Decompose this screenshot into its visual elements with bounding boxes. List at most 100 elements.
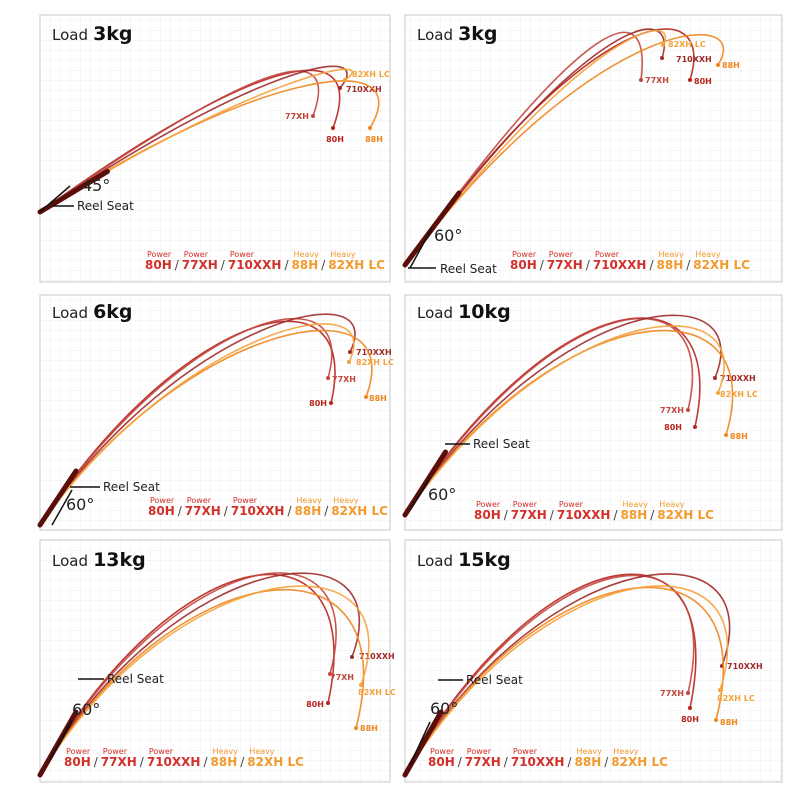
legend-category: Power: [66, 747, 91, 756]
panel-title: Load 3kg: [417, 23, 498, 45]
rod-tip: [718, 688, 722, 692]
rod-tip: [350, 655, 354, 659]
panel: Load 3kg 80H 77XH 710XXH 88H 82XH LC 60° Reel S…: [402, 14, 783, 283]
legend-separator: /: [458, 755, 463, 769]
angle-label: 60°: [428, 485, 456, 504]
panel-title: Load 3kg: [52, 23, 133, 45]
panel-background: [39, 14, 391, 283]
rod-tip: [368, 126, 372, 130]
rod-curve: [39, 589, 365, 776]
legend-model: 77XH: [185, 504, 221, 518]
legend-category: Power: [467, 747, 492, 756]
legend-model: 88H: [657, 258, 684, 272]
load-value: 15kg: [458, 549, 511, 571]
angle-label: 60°: [434, 226, 462, 245]
legend-category: Power: [147, 250, 172, 259]
legend-model: 710XXH: [511, 755, 565, 769]
legend-category: Heavy: [623, 500, 649, 509]
legend-model: 88H: [575, 755, 602, 769]
curve-label: 80H: [681, 715, 699, 724]
rod-curve: [404, 585, 729, 776]
legend-category: Heavy: [249, 747, 275, 756]
panel-title: Load 6kg: [52, 301, 133, 323]
rod-butt: [402, 449, 448, 518]
legend-model: 88H: [295, 504, 322, 518]
rod-tip: [716, 63, 720, 67]
legend-separator: /: [586, 258, 591, 272]
load-label: Load: [417, 304, 453, 322]
load-label: Load: [417, 552, 453, 570]
rod-curve: [39, 70, 320, 213]
angle-label: 45°: [82, 176, 110, 195]
legend-category: Power: [233, 496, 258, 505]
load-value: 6kg: [93, 301, 132, 323]
legend-category: Power: [430, 747, 455, 756]
curve-label: 88H: [730, 432, 748, 441]
legend-separator: /: [567, 755, 572, 769]
rod-curve: [39, 572, 337, 776]
rod-tip: [329, 401, 333, 405]
legend-model: 710XXH: [147, 755, 201, 769]
curve-label: 80H: [326, 135, 344, 144]
rod-tip: [347, 360, 351, 364]
legend-separator: /: [221, 258, 226, 272]
reel-seat-label: Reel Seat: [77, 199, 134, 213]
legend-model: 80H: [145, 258, 172, 272]
rod-tip: [714, 718, 718, 722]
rod-tip: [326, 701, 330, 705]
rod-tip: [338, 86, 342, 90]
rod-curve: [39, 313, 356, 526]
curve-label: 88H: [369, 394, 387, 403]
legend-category: Power: [595, 250, 620, 259]
rod-tip: [724, 433, 728, 437]
angle-line: [409, 721, 431, 766]
legend-category: Power: [103, 747, 128, 756]
legend-category: Power: [150, 496, 175, 505]
curve-label: 710XXH: [346, 85, 382, 94]
curve-label: 88H: [720, 718, 738, 727]
legend-separator: /: [550, 508, 555, 522]
legend-model: 77XH: [101, 755, 137, 769]
load-value: 10kg: [458, 301, 511, 323]
rod-curve: [39, 68, 353, 213]
legend-model: 80H: [148, 504, 175, 518]
rod-tip: [693, 425, 697, 429]
load-label: Load: [52, 552, 88, 570]
rod-tip: [343, 78, 347, 82]
curve-label: 80H: [309, 399, 327, 408]
legend-category: Heavy: [613, 747, 639, 756]
reel-seat-label: Reel Seat: [440, 262, 497, 276]
legend-category: Heavy: [577, 747, 603, 756]
curve-label: 710XXH: [676, 55, 712, 64]
legend-separator: /: [175, 258, 180, 272]
panel: Load 10kg 80H 77XH 710XXH 88H 82XH LC 60° Reel …: [402, 294, 783, 531]
rod-curve: [404, 29, 667, 266]
rod-tip: [713, 376, 717, 380]
panel-background: [404, 539, 783, 783]
rod-tip: [331, 126, 335, 130]
legend-separator: /: [284, 258, 289, 272]
rod-tip: [328, 672, 332, 676]
rod-curve: [404, 33, 725, 266]
rod-tip: [348, 350, 352, 354]
legend-category: Power: [549, 250, 574, 259]
legend-model: 710XXH: [228, 258, 282, 272]
load-value: 3kg: [458, 23, 497, 45]
load-label: Load: [417, 26, 453, 44]
load-value: 13kg: [93, 549, 146, 571]
legend-separator: /: [321, 258, 326, 272]
curve-label: 710XXH: [356, 348, 392, 357]
rod-curve: [404, 325, 725, 516]
rod-tip: [311, 114, 315, 118]
panel: Load 13kg 80H 77XH 710XXH 88H 82XH LC 60° Reel …: [37, 539, 396, 783]
curve-label: 77XH: [660, 406, 684, 415]
panel: Load 6kg 80H 77XH 710XXH 88H 82XH LC 60° Reel S…: [37, 294, 394, 531]
angle-label: 60°: [72, 700, 100, 719]
legend-category: Power: [187, 496, 212, 505]
panel-background: [39, 294, 391, 531]
curve-label: 710XXH: [727, 662, 763, 671]
angle-line: [409, 477, 431, 511]
legend-category: Heavy: [695, 250, 721, 259]
legend-category: Heavy: [659, 500, 685, 509]
rod-tip: [688, 706, 692, 710]
